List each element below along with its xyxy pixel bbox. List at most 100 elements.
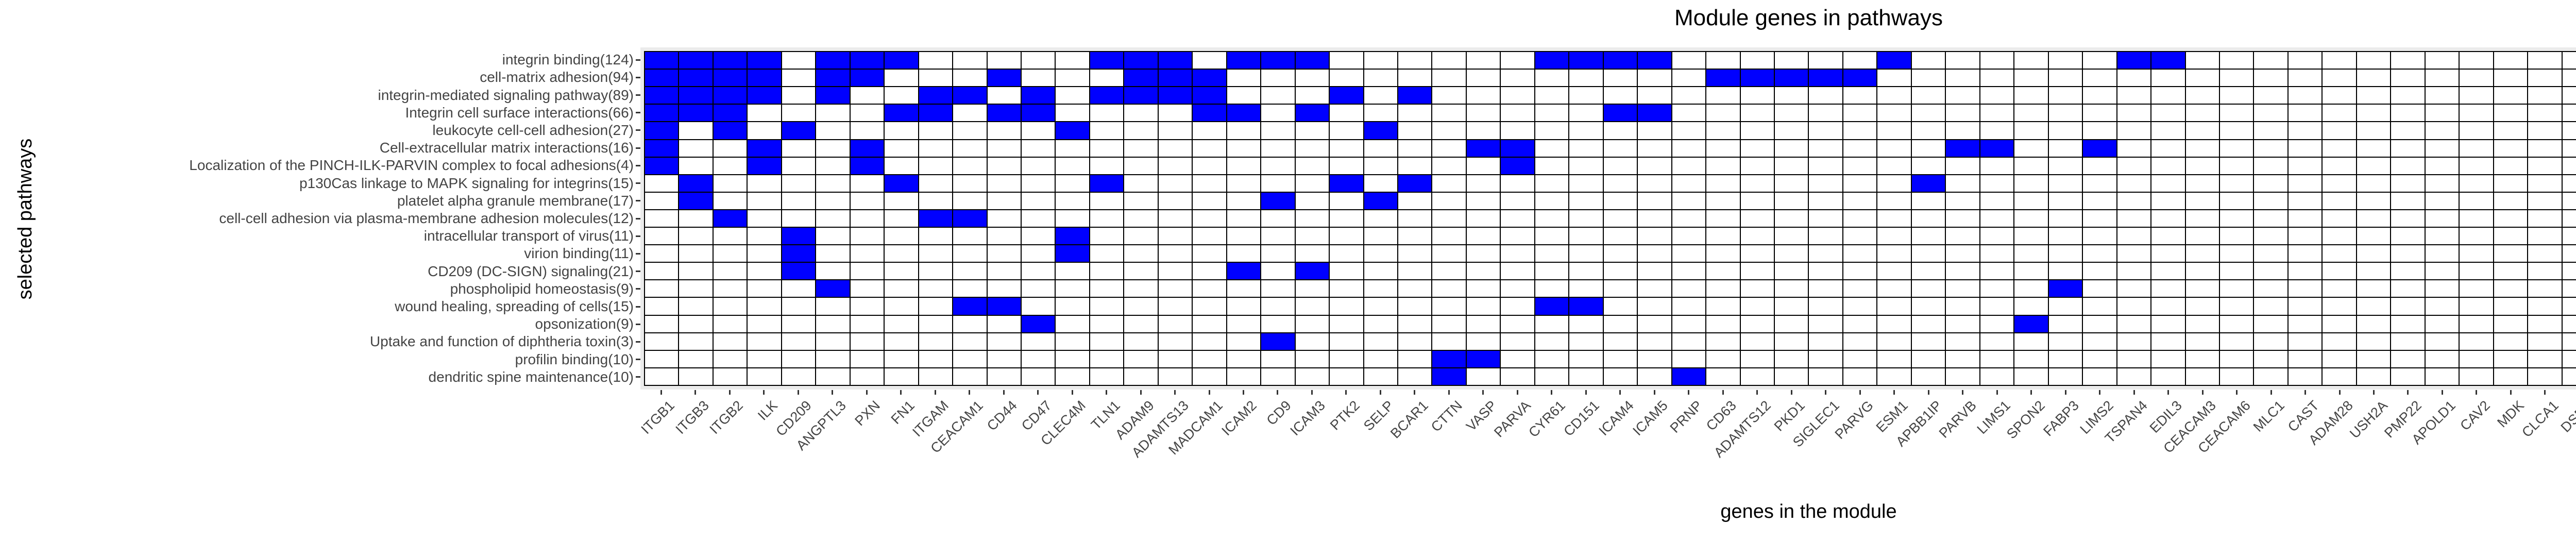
heatmap-cell	[1809, 280, 1842, 297]
heatmap-cell	[1193, 175, 1226, 192]
heatmap-cell	[1603, 333, 1637, 350]
heatmap-cell	[1501, 280, 1534, 297]
heatmap-cell	[2014, 175, 2048, 192]
heatmap-cell	[1158, 228, 1192, 245]
heatmap-cell	[1466, 333, 1500, 350]
heatmap-cell	[1569, 140, 1603, 157]
heatmap-cell	[1843, 70, 1877, 87]
x-tick	[1071, 390, 1073, 395]
heatmap-cell	[1946, 52, 1979, 69]
heatmap-cell	[1090, 105, 1124, 122]
heatmap-cell	[2494, 350, 2528, 367]
heatmap-cell	[679, 52, 713, 69]
heatmap-cell	[1330, 298, 1363, 315]
heatmap-cell	[919, 140, 953, 157]
heatmap-cell	[1158, 87, 1192, 104]
heatmap-cell	[1946, 175, 1979, 192]
heatmap-cell	[2391, 368, 2425, 385]
heatmap-cell	[2460, 52, 2493, 69]
heatmap-cell	[2083, 263, 2116, 280]
heatmap-cell	[1124, 298, 1158, 315]
heatmap-cell	[2151, 105, 2185, 122]
heatmap-cell	[2254, 122, 2287, 139]
heatmap-cell	[850, 157, 884, 174]
heatmap-cell	[2117, 105, 2151, 122]
heatmap-cell	[885, 245, 918, 262]
heatmap-cell	[1911, 122, 1945, 139]
heatmap-cell	[1638, 140, 1671, 157]
heatmap-cell	[1638, 315, 1671, 332]
heatmap-cell	[1569, 105, 1603, 122]
heatmap-cell	[987, 175, 1021, 192]
heatmap-cell	[2494, 333, 2528, 350]
heatmap-cell	[1775, 87, 1808, 104]
heatmap-cell	[1261, 105, 1295, 122]
heatmap-cell	[2254, 52, 2287, 69]
heatmap-cell	[1569, 192, 1603, 209]
heatmap-cell	[1706, 87, 1740, 104]
heatmap-cell	[2460, 175, 2493, 192]
heatmap-cell	[748, 210, 781, 227]
heatmap-cell	[1535, 70, 1569, 87]
heatmap-cell	[1398, 298, 1432, 315]
heatmap-cell	[2048, 175, 2082, 192]
heatmap-cell	[1535, 333, 1569, 350]
heatmap-cell	[1706, 157, 1740, 174]
heatmap-cell	[2014, 105, 2048, 122]
heatmap-cell	[1501, 315, 1534, 332]
heatmap-cell	[1295, 70, 1329, 87]
heatmap-cell	[1911, 210, 1945, 227]
heatmap-cell	[2288, 315, 2322, 332]
heatmap-cell	[713, 175, 747, 192]
heatmap-cell	[1158, 157, 1192, 174]
heatmap-cell	[1261, 333, 1295, 350]
heatmap-cell	[2357, 157, 2391, 174]
heatmap-cell	[2460, 245, 2493, 262]
heatmap-cell	[953, 175, 987, 192]
heatmap-cell	[2357, 140, 2391, 157]
heatmap-cell	[2460, 157, 2493, 174]
heatmap-cell	[2185, 263, 2219, 280]
heatmap-cell	[1022, 263, 1055, 280]
heatmap-cell	[2323, 52, 2356, 69]
heatmap-cell	[1124, 245, 1158, 262]
heatmap-cell	[1706, 105, 1740, 122]
heatmap-cell	[1330, 228, 1363, 245]
heatmap-cell	[1432, 368, 1466, 385]
heatmap-cell	[1535, 52, 1569, 69]
x-tick	[1688, 390, 1690, 395]
heatmap-cell	[1022, 122, 1055, 139]
heatmap-cell	[987, 245, 1021, 262]
heatmap-cell	[1090, 87, 1124, 104]
heatmap-cell	[748, 245, 781, 262]
heatmap-cell	[1911, 280, 1945, 297]
heatmap-cell	[1603, 210, 1637, 227]
heatmap-cell	[919, 122, 953, 139]
heatmap-cell	[2117, 245, 2151, 262]
heatmap-cell	[713, 280, 747, 297]
heatmap-cell	[1638, 298, 1671, 315]
heatmap-cell	[850, 280, 884, 297]
heatmap-cell	[1466, 157, 1500, 174]
heatmap-cell	[1022, 192, 1055, 209]
x-tick	[1037, 390, 1039, 395]
heatmap-cell	[987, 122, 1021, 139]
heatmap-cell	[885, 70, 918, 87]
heatmap-cell	[2425, 105, 2459, 122]
heatmap-cell	[1261, 157, 1295, 174]
heatmap-cell	[1877, 333, 1911, 350]
heatmap-cell	[1124, 175, 1158, 192]
heatmap-cell	[1022, 368, 1055, 385]
heatmap-cell	[1193, 70, 1226, 87]
heatmap-cell	[1946, 315, 1979, 332]
x-tick	[1790, 390, 1792, 395]
heatmap-cell	[782, 157, 816, 174]
heatmap-cell	[1877, 192, 1911, 209]
heatmap-cell	[1295, 210, 1329, 227]
heatmap-cell	[2391, 280, 2425, 297]
heatmap-cell	[1535, 105, 1569, 122]
heatmap-cell	[748, 140, 781, 157]
heatmap-cell	[850, 315, 884, 332]
heatmap-cell	[1056, 157, 1089, 174]
heatmap-cell	[2323, 228, 2356, 245]
